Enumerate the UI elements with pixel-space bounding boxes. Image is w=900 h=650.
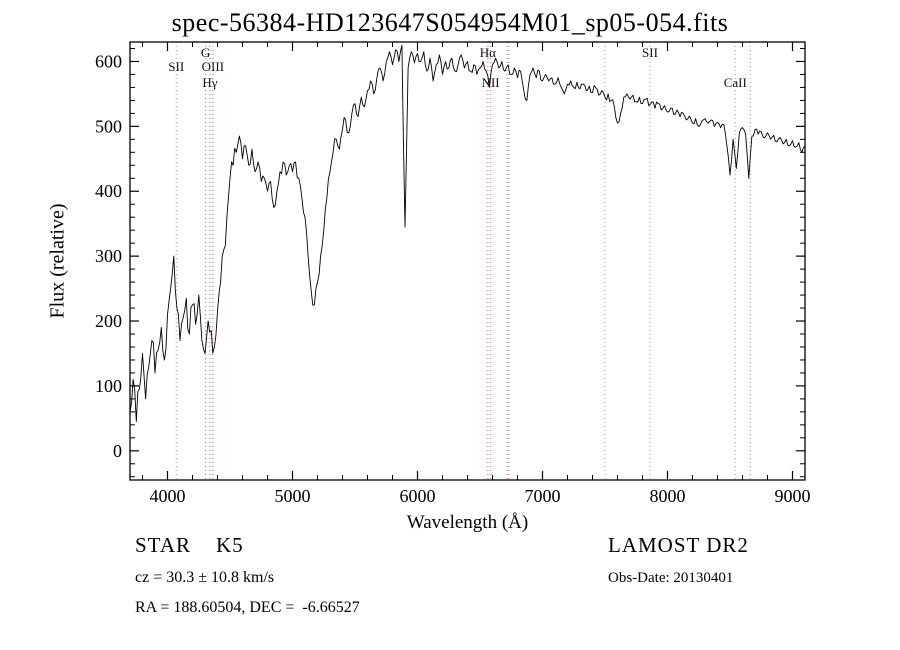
x-tick-label: 7000 [525, 486, 561, 506]
ra-dec-coordinates: RA = 188.60504, DEC = -6.66527 [135, 599, 360, 616]
x-tick-label: 8000 [650, 486, 686, 506]
spectrum-line [129, 44, 806, 423]
spectral-line-label: SII [168, 59, 184, 74]
x-tick-label: 9000 [775, 486, 811, 506]
spectral-line-label: Hα [480, 45, 496, 60]
y-axis-ticks: 0 100 200 300 400 500 600 [95, 47, 805, 478]
y-tick-label: 500 [95, 116, 122, 136]
spectral-line-label: OIII [202, 59, 224, 74]
spectral-line-label: G [201, 45, 210, 60]
y-tick-label: 600 [95, 51, 122, 71]
plot-title: spec-56384-HD123647S054954M01_sp05-054.f… [171, 8, 729, 37]
spectral-line-label: Hγ [202, 75, 217, 90]
y-tick-label: 300 [95, 246, 122, 266]
survey-label: LAMOST DR2 [608, 533, 749, 557]
x-axis-title: Wavelength (Å) [406, 512, 529, 533]
object-class-label: STAR K5 [135, 533, 244, 557]
obs-date: Obs-Date: 20130401 [608, 570, 734, 586]
x-tick-label: 4000 [150, 486, 186, 506]
plot-frame [129, 41, 806, 481]
spectral-line-label: NII [482, 75, 500, 90]
x-tick-label: 6000 [400, 486, 436, 506]
y-tick-label: 0 [113, 441, 122, 461]
spectral-line-markers [175, 42, 751, 480]
x-axis-ticks: 4000 5000 6000 7000 8000 9000 [142, 42, 811, 506]
spectrum-trace [129, 44, 806, 423]
y-tick-label: 200 [95, 311, 122, 331]
y-tick-label: 400 [95, 181, 122, 201]
spectral-line-label: SII [642, 45, 658, 60]
spectral-line-label: CaII [724, 75, 747, 90]
y-axis-title: Flux (relative) [46, 203, 69, 319]
y-tick-label: 100 [95, 376, 122, 396]
x-tick-label: 5000 [275, 486, 311, 506]
cz-value: cz = 30.3 ± 10.8 km/s [135, 569, 275, 586]
